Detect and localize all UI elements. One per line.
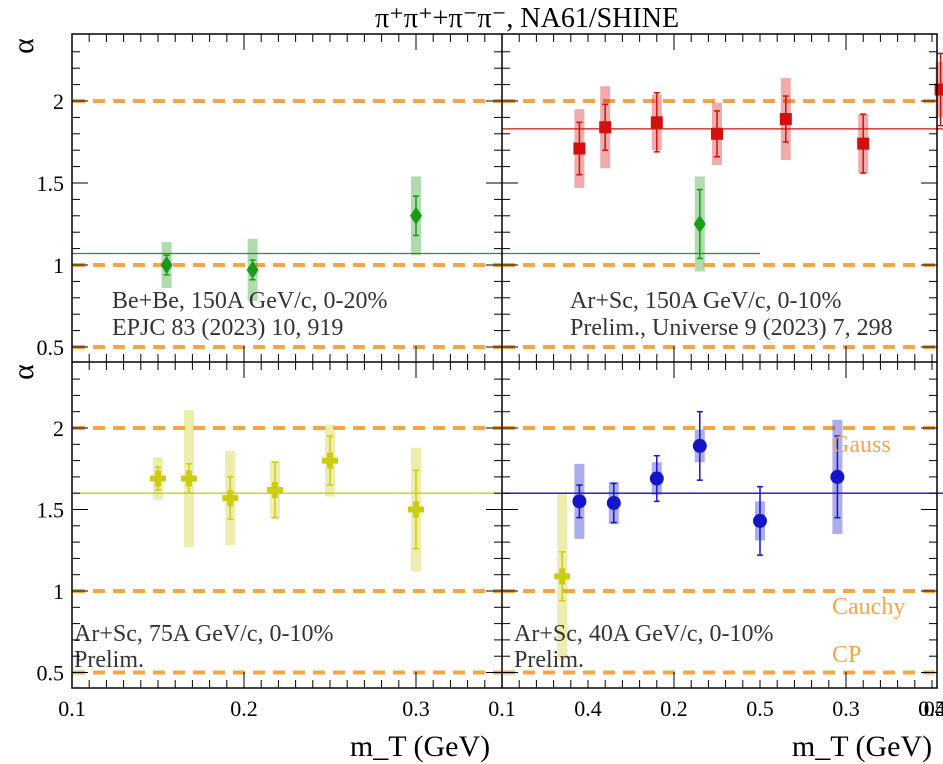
data-point [150,470,166,487]
panel-top-right: Ar+Sc, 150A GeV/c, 0-10%Prelim., Univers… [502,52,943,349]
y-tick-label: 2 [53,89,64,114]
data-point [554,568,571,585]
data-point [599,121,612,134]
x-axis-group: 0.1 0.2 0.3 0.4 0.50.1 0.2 0.3 0.40.50.m_T (GeV… [58,696,943,763]
data-point [779,113,792,126]
figure-title: π⁺π⁺+π⁻π⁻, NA61/SHINE [375,3,679,34]
y-axis-label-top: α [7,38,40,54]
data-point [572,494,587,509]
data-point [222,490,239,507]
data-point [408,501,424,518]
x-tick-label: 0.5 [746,696,774,721]
data-point [830,469,845,484]
reference-label-cauchy: Cauchy [832,594,905,620]
x-tick-label: 0. [924,696,941,721]
panel-annotation-line1: Be+Be, 150A GeV/c, 0-20% [112,288,387,314]
plot-frame [71,33,938,689]
panel-annotation-line1: Ar+Sc, 40A GeV/c, 0-10% [514,621,774,647]
x-axis-label-right: m_T (GeV) [792,730,932,763]
reference-label-cp: CP [832,642,861,668]
y-tick-label: 1.5 [37,171,65,196]
panel-bottom-right: Ar+Sc, 40A GeV/c, 0-10%Prelim. [502,410,943,675]
y-tick-label: 1.5 [37,498,65,523]
data-point [650,116,663,129]
data-point [857,137,870,150]
data-point [322,452,338,469]
y-tick-label: 1 [53,579,64,604]
y-tick-label: 2 [53,416,64,441]
data-point [160,256,173,274]
data-point [266,481,283,498]
data-point [246,260,259,279]
y-tick-label: 0.5 [37,335,65,360]
panels-group: Be+Be, 150A GeV/c, 0-20%EPJC 83 (2023) 1… [72,52,943,675]
panel-annotation-line2: Prelim., Universe 9 (2023) 7, 298 [570,315,893,341]
y-axis-label-bottom: α [7,364,40,380]
x-tick-label: 0.5 [918,696,943,721]
data-point [693,215,706,233]
panel-bottom-left: Ar+Sc, 75A GeV/c, 0-10%Prelim. [72,410,760,675]
panel-annotation-line2: EPJC 83 (2023) 10, 919 [112,315,343,341]
data-point [606,495,621,510]
panel-annotation-line2: Prelim. [514,647,584,673]
x-tick-label: 0.1 [488,696,516,721]
panel-annotation-line1: Ar+Sc, 150A GeV/c, 0-10% [570,288,842,314]
x-tick-label: 0.3 [402,696,430,721]
y-tick-label: 0.5 [37,661,65,686]
y-tick-label: 1 [53,253,64,278]
reference-label-gauss: Gauss [832,432,891,458]
data-point [692,438,707,453]
frames-group: 0.5 1 1.5 2 0.5 1 1.5 2 [37,33,938,689]
x-tick-label: 0.2 [660,696,688,721]
data-point [753,513,767,528]
x-tick-label: 0.3 [832,696,860,721]
panel-annotation-line1: Ar+Sc, 75A GeV/c, 0-10% [74,621,334,647]
data-point [649,471,664,486]
panel-annotation-line2: Prelim. [74,647,144,673]
x-axis-label-left: m_T (GeV) [350,730,490,763]
x-tick-label: 0.2 [230,696,258,721]
x-tick-label: 0.4 [574,696,602,721]
x-tick-label: 0.1 [58,696,86,721]
data-point [573,142,586,155]
x-tick-label: 0.4 [918,696,943,721]
data-point [711,127,723,140]
data-point [180,470,197,487]
data-point [410,206,422,225]
panel-top-left: Be+Be, 150A GeV/c, 0-20%EPJC 83 (2023) 1… [72,99,760,349]
data-point [934,83,943,96]
